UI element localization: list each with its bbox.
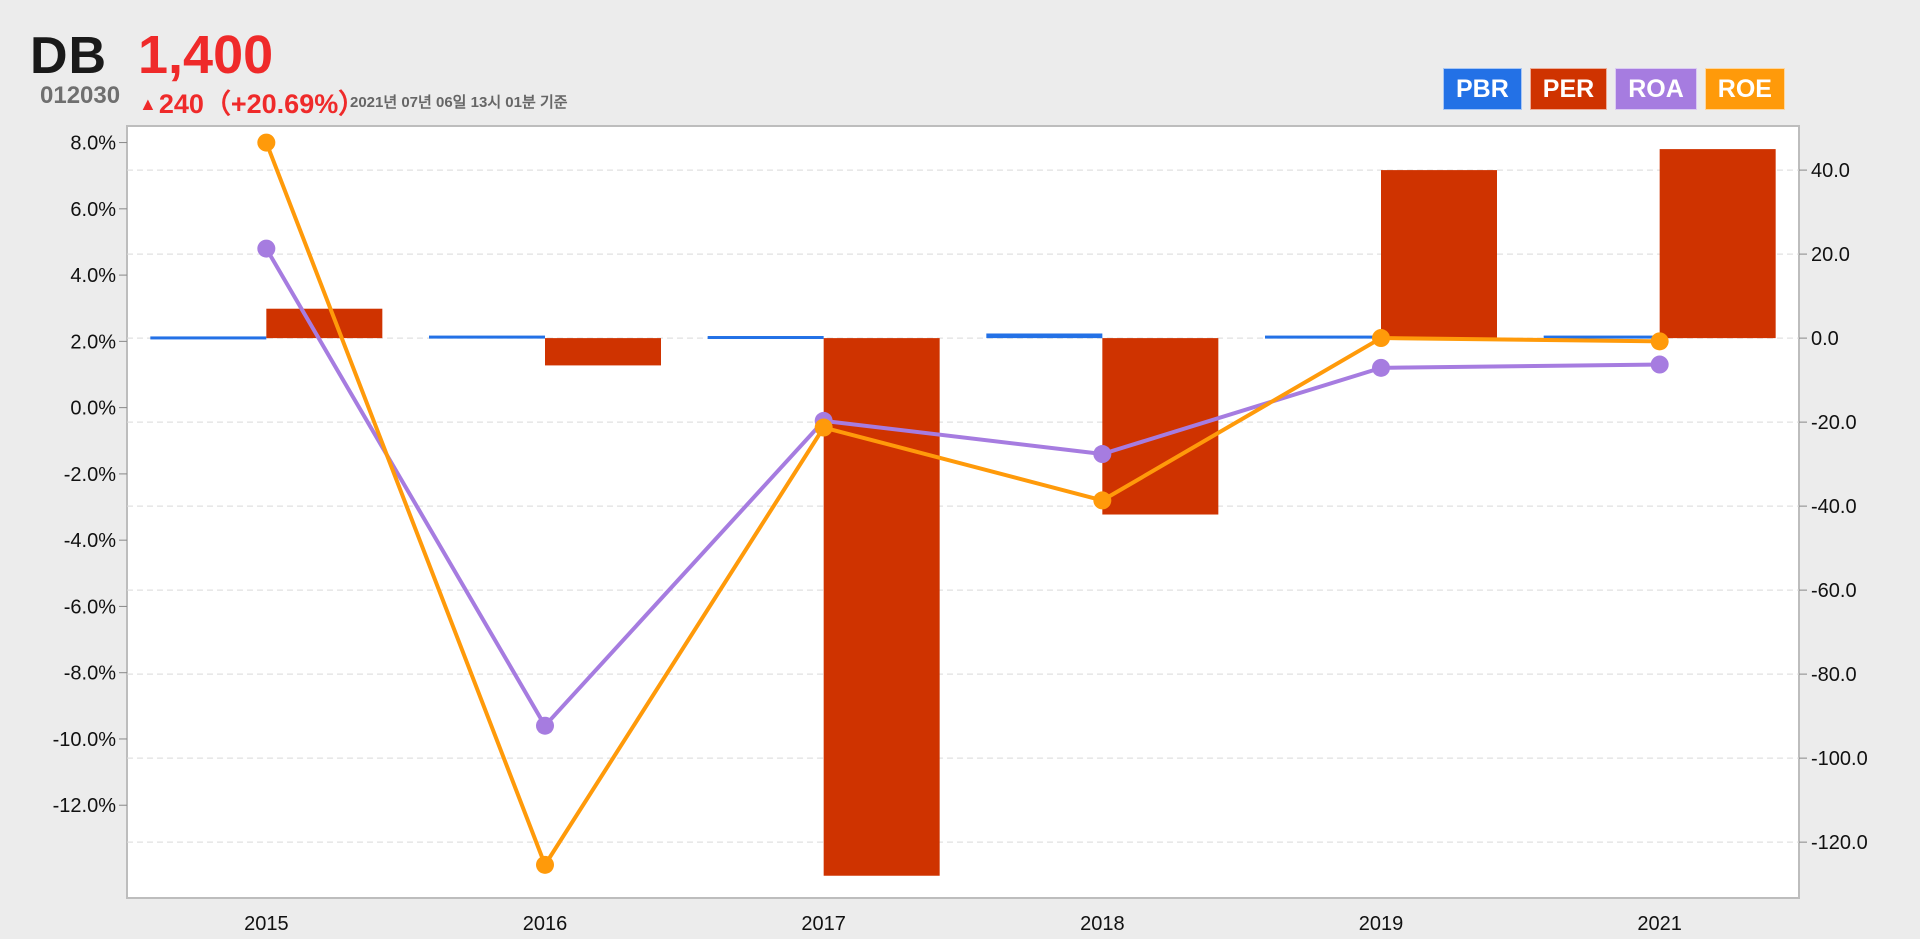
point-roa <box>257 239 276 258</box>
point-roa <box>1372 358 1390 377</box>
line-roe <box>264 141 1660 867</box>
right-tick-label: -100.0 <box>1811 748 1868 770</box>
line-roa <box>264 247 1660 728</box>
point-roa <box>536 716 554 735</box>
legend-item-roe[interactable]: ROE <box>1704 68 1785 110</box>
ticker-price: 1,400 <box>138 25 274 85</box>
legend-item-pbr[interactable]: PBR <box>1443 68 1522 110</box>
bar-per <box>1659 149 1776 339</box>
ticker-change: ▲240（+20.69%） <box>139 82 365 121</box>
bar-pbr <box>1543 335 1660 339</box>
point-roa <box>1650 355 1669 374</box>
ticker-name: DB <box>30 27 108 85</box>
up-arrow-icon: ▲ <box>139 94 157 114</box>
left-tick-label: 4.0% <box>70 265 116 287</box>
point-roe <box>257 133 276 152</box>
left-tick-label: -8.0% <box>64 663 116 685</box>
bar-per <box>545 338 661 366</box>
right-tick-label: 0.0 <box>1811 328 1839 350</box>
point-roe <box>814 418 833 437</box>
bar-pbr <box>1265 335 1381 339</box>
x-tick-label: 2016 <box>523 913 568 935</box>
left-tick-label: 2.0% <box>70 331 116 353</box>
right-tick-label: 40.0 <box>1811 160 1850 182</box>
x-tick-label: 2017 <box>801 913 846 935</box>
change-value: 240（+20.69%） <box>158 89 366 119</box>
bar-pbr <box>150 336 267 340</box>
x-tick-label: 2018 <box>1080 913 1125 935</box>
ticker-code: 012030 <box>40 82 121 109</box>
header: DB 1,400 012030 ▲240（+20.69%） 2021년 07년 … <box>0 0 1920 125</box>
bar-per <box>1381 170 1497 339</box>
legend-item-roa[interactable]: ROA <box>1615 68 1697 110</box>
x-tick-label: 2021 <box>1637 913 1682 935</box>
bar-pbr <box>986 333 1103 339</box>
bar-per <box>1102 338 1219 515</box>
point-roe <box>1372 329 1390 348</box>
right-tick-label: -80.0 <box>1811 664 1857 686</box>
x-tick-label: 2019 <box>1359 913 1404 935</box>
left-tick-label: 8.0% <box>70 133 116 155</box>
point-roe <box>1650 332 1669 351</box>
point-roe <box>536 855 554 874</box>
x-tick-label: 2015 <box>244 913 289 935</box>
legend-item-per[interactable]: PER <box>1529 68 1608 110</box>
bar-per <box>823 338 940 876</box>
left-tick-label: -4.0% <box>64 530 116 552</box>
right-tick-label: -60.0 <box>1811 580 1857 602</box>
bar-pbr <box>429 335 545 339</box>
timestamp: 2021년 07년 06일 13시 01분 기준 <box>350 94 568 111</box>
right-tick-label: -120.0 <box>1811 832 1868 854</box>
point-roe <box>1093 491 1112 510</box>
left-tick-label: -12.0% <box>53 795 117 817</box>
right-tick-label: -40.0 <box>1811 496 1857 518</box>
left-tick-label: -2.0% <box>64 464 116 486</box>
left-tick-label: -10.0% <box>53 729 117 751</box>
point-roa <box>1093 445 1112 464</box>
left-tick-label: -6.0% <box>64 596 116 618</box>
right-tick-label: -20.0 <box>1811 412 1857 434</box>
bar-pbr <box>707 336 824 340</box>
legend: PBR PER ROA ROE <box>1443 68 1785 110</box>
left-tick-label: 0.0% <box>70 398 116 420</box>
bar-per <box>266 308 383 339</box>
plot-area <box>126 125 1800 899</box>
left-tick-label: 6.0% <box>70 199 116 221</box>
right-tick-label: 20.0 <box>1811 244 1850 266</box>
